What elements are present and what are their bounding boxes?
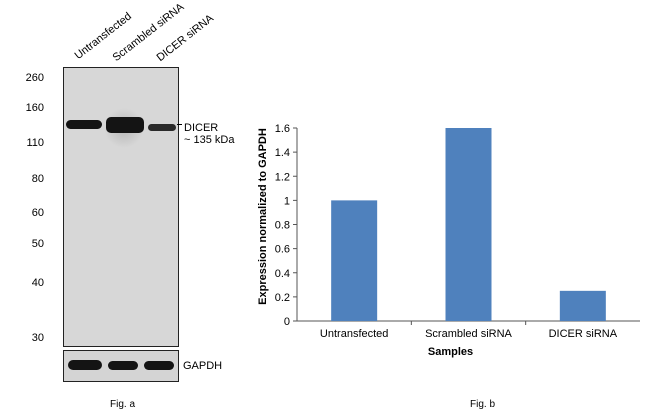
y-tick-label: 0.4 [275,268,290,280]
dicer-band-scrambled-sirna [106,117,144,133]
mw-marker-260: 260 [25,72,44,84]
gapdh-band-dicer-sirna [144,361,174,370]
mw-marker-160: 160 [25,102,44,114]
bar-scrambled-sirna [445,128,492,321]
x-tick-label: DICER siRNA [549,328,618,340]
y-tick-label: 0 [284,316,290,328]
blot-main-panel [63,67,179,347]
mw-marker-30: 30 [31,332,44,344]
mw-marker-50: 50 [31,238,44,250]
dicer-target-name: DICER [184,122,219,134]
fig-a-caption: Fig. a [110,399,136,410]
y-axis-title: Expression normalized to GAPDH [257,128,269,305]
y-tick-label: 1.6 [275,123,290,135]
y-tick-label: 0.8 [275,220,290,232]
y-tick-label: 1.4 [275,147,290,159]
blot-gapdh-panel [63,350,179,382]
bar-dicer-sirna [559,290,606,321]
fig-b-caption: Fig. b [470,399,496,410]
lane-label-scrambled-sirna: Scrambled siRNA [110,1,187,64]
mw-marker-80: 80 [31,173,44,185]
dicer-band-untransfected [66,120,102,129]
gapdh-band-untransfected [68,360,102,370]
mw-marker-110: 110 [26,137,44,149]
y-tick-label: 0.2 [275,292,290,304]
y-tick-label: 1 [284,195,290,207]
dicer-label: DICER ~ 135 kDa [184,122,234,146]
x-axis-title: Samples [428,346,473,358]
gapdh-band-scrambled-sirna [108,361,138,370]
dicer-band-dicer-sirna [148,124,176,131]
dicer-tick-mark [177,124,182,125]
y-tick-label: 0.6 [275,244,290,256]
mw-marker-60: 60 [31,207,44,219]
dicer-target-size: ~ 135 kDa [184,134,235,146]
bar-untransfected [331,200,378,321]
x-tick-label: Untransfected [320,328,388,340]
gapdh-label: GAPDH [183,360,223,372]
x-tick-label: Scrambled siRNA [425,328,512,340]
mw-marker-40: 40 [31,277,44,289]
y-tick-label: 1.2 [275,171,290,183]
